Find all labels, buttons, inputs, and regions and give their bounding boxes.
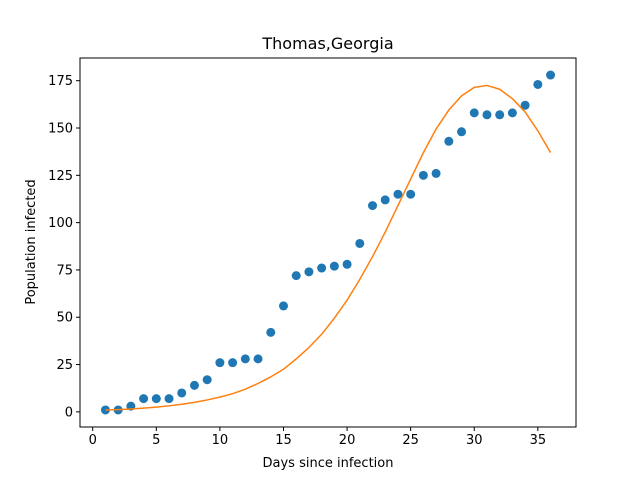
axes: 0 5 10 15 20 25 30 35 0 25 50 75 100 125 150 175: [48, 57, 577, 448]
data-point: [253, 354, 263, 364]
data-point: [139, 394, 149, 404]
data-point: [240, 354, 250, 364]
x-tick-label: 15: [275, 433, 292, 448]
data-point: [189, 380, 199, 390]
x-tick-label: 35: [530, 433, 547, 448]
data-point: [533, 79, 543, 89]
data-point: [177, 388, 187, 398]
data-point: [317, 263, 327, 273]
y-tick-label: 50: [56, 311, 73, 326]
y-tick-label: 150: [48, 122, 73, 137]
data-point: [215, 358, 225, 368]
y-axis-label: Population infected: [24, 179, 39, 304]
data-point: [151, 394, 161, 404]
x-tick-label: 0: [89, 433, 97, 448]
data-point: [164, 394, 174, 404]
data-point: [495, 110, 505, 120]
data-point: [406, 189, 416, 199]
x-axis-label: Days since infection: [263, 456, 394, 471]
data-point: [469, 108, 479, 118]
data-point: [507, 108, 517, 118]
fitted-line: [105, 84, 552, 411]
data-point: [329, 261, 339, 271]
data-point: [368, 201, 378, 211]
data-point: [546, 70, 556, 80]
y-tick-label: 100: [48, 216, 73, 231]
data-point: [355, 238, 365, 248]
x-tick-label: 10: [212, 433, 229, 448]
data-point: [380, 195, 390, 205]
chart-title: Thomas,Georgia: [261, 34, 393, 53]
data-point: [228, 358, 238, 368]
y-tick-label: 175: [48, 74, 73, 89]
data-point: [266, 327, 276, 337]
data-point: [202, 375, 212, 385]
y-tick-label: 75: [56, 263, 73, 278]
x-tick-label: 30: [466, 433, 483, 448]
plot-marks: [100, 70, 556, 415]
y-tick-label: 25: [56, 358, 73, 373]
data-point: [342, 259, 352, 269]
data-point: [431, 168, 441, 178]
x-tick-label: 5: [152, 433, 160, 448]
data-point: [278, 301, 288, 311]
y-tick-label: 0: [65, 405, 73, 420]
data-point: [291, 271, 301, 281]
data-point: [482, 110, 492, 120]
y-tick-label: 125: [48, 169, 73, 184]
data-point: [457, 127, 467, 137]
data-point: [418, 170, 428, 180]
data-point: [520, 100, 530, 110]
x-tick-label: 25: [402, 433, 419, 448]
plot-frame: [79, 57, 577, 428]
x-tick-label: 20: [339, 433, 356, 448]
data-point: [304, 267, 314, 277]
data-point: [444, 136, 454, 146]
data-point: [393, 189, 403, 199]
